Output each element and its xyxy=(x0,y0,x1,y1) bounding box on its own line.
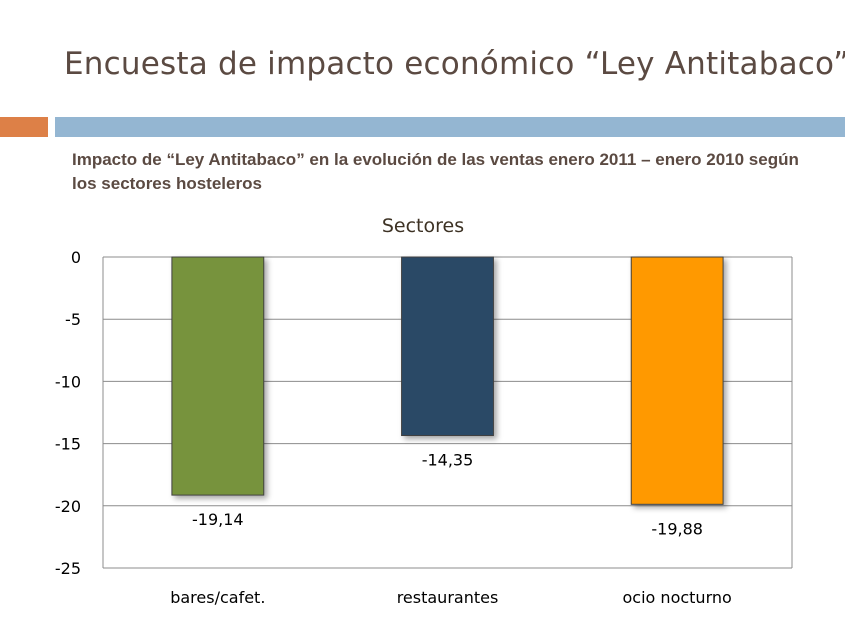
slide-title: Encuesta de impacto económico “Ley Antit… xyxy=(64,46,845,82)
data-label: -19,14 xyxy=(192,510,244,529)
y-tick-label: -10 xyxy=(55,372,81,391)
accent-bar-blue xyxy=(55,117,845,137)
accent-bar-orange xyxy=(0,117,48,137)
x-category-label: restaurantes xyxy=(397,588,499,607)
x-category-label: bares/cafet. xyxy=(170,588,265,607)
axes: 0 -5 -10 -15 -20 -25 bares/cafet. restaurantes o… xyxy=(55,248,793,607)
bar xyxy=(630,256,724,505)
x-category-label: ocio nocturno xyxy=(623,588,732,607)
chart-subtitle: Impacto de “Ley Antitabaco” en la evoluc… xyxy=(72,150,799,193)
y-tick-label: -15 xyxy=(55,435,81,454)
data-label: -14,35 xyxy=(422,451,474,470)
chart-title: Sectores xyxy=(382,215,464,237)
y-tick-label: -25 xyxy=(55,559,81,578)
bars xyxy=(171,256,724,505)
y-tick-label: -5 xyxy=(65,310,81,329)
bar xyxy=(401,256,494,437)
y-tick-label: -20 xyxy=(55,497,81,516)
data-label: -19,88 xyxy=(651,519,703,538)
y-tick-label: 0 xyxy=(71,248,81,267)
bar xyxy=(171,256,265,496)
data-labels: -19,14 -14,35 -19,88 xyxy=(192,451,703,539)
